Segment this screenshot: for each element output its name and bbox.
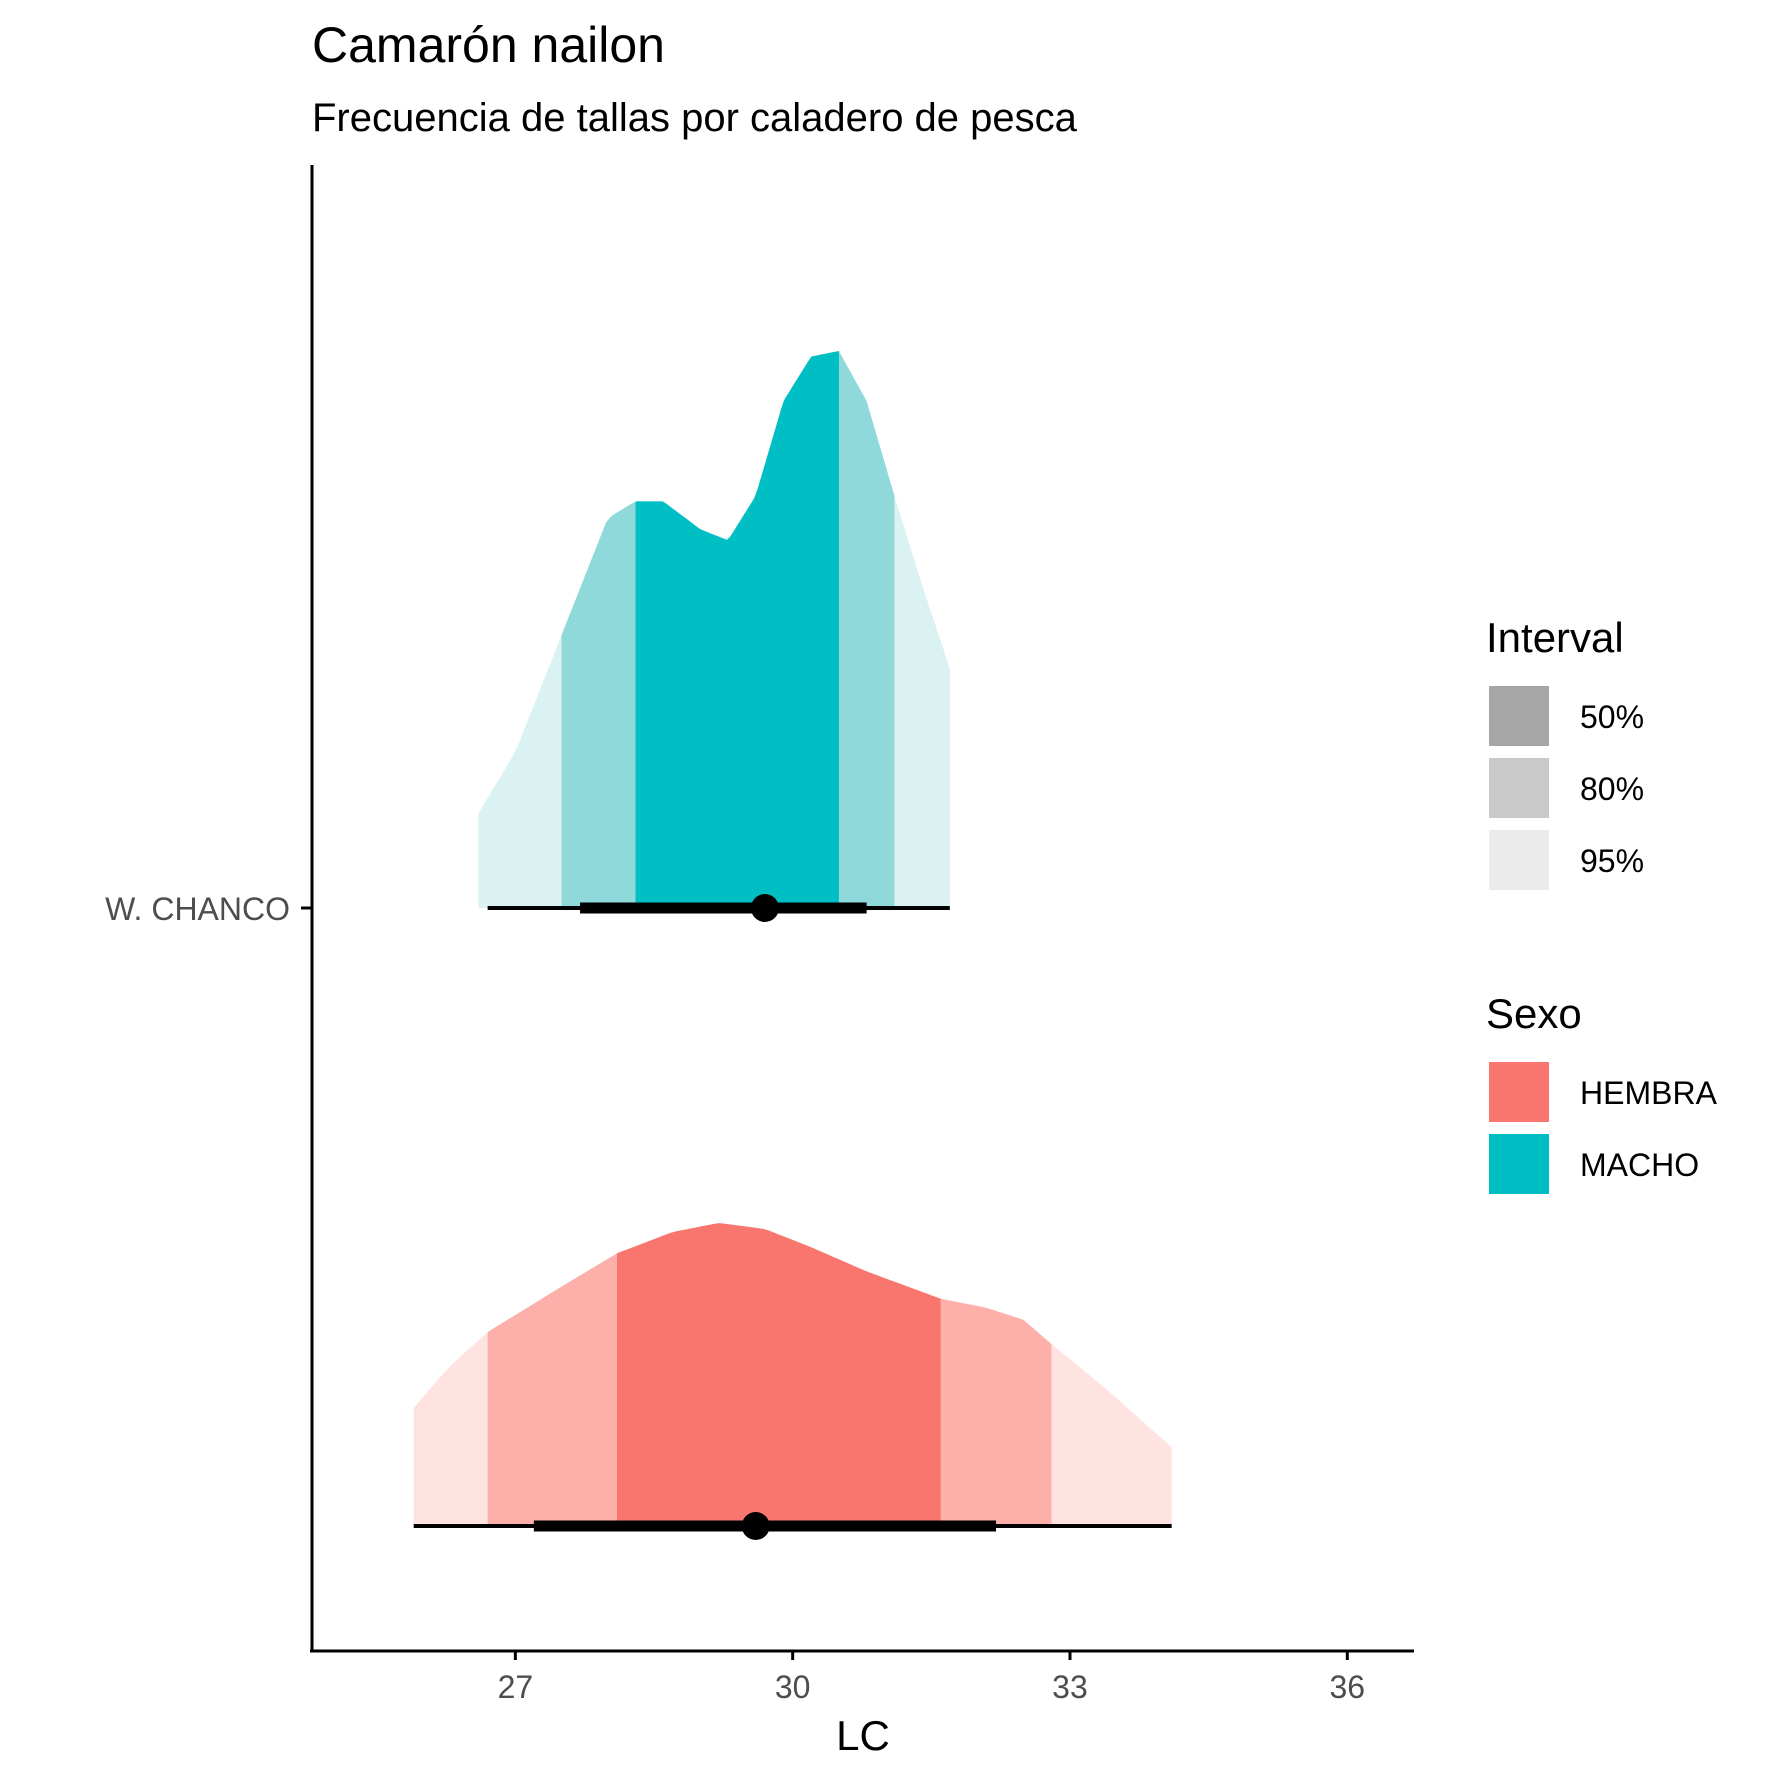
legend-sexo-title: Sexo [1486, 990, 1582, 1037]
legend-sexo-swatch [1489, 1062, 1549, 1122]
legend-sexo-label: HEMBRA [1580, 1075, 1718, 1111]
legend-interval-label: 80% [1580, 771, 1644, 807]
x-tick-label: 27 [498, 1669, 534, 1705]
legend-interval-label: 95% [1580, 843, 1644, 879]
legend-interval-swatch [1489, 686, 1549, 746]
legend-sexo-swatch [1489, 1134, 1549, 1194]
chart-subtitle: Frecuencia de tallas por caladero de pes… [312, 96, 1078, 140]
plot-area [413, 351, 1172, 1540]
hembra-group [413, 1223, 1172, 1540]
legend-interval-swatch [1489, 758, 1549, 818]
legend-interval-swatch [1489, 830, 1549, 890]
hembra-interval-50-area [617, 1223, 941, 1526]
x-axis-title: LC [836, 1712, 890, 1759]
legend-sexo-label: MACHO [1580, 1147, 1699, 1183]
legend: Interval 50% 80% 95% Sexo HEMBRA MACHO [1486, 614, 1718, 1194]
macho-median-point [750, 894, 779, 922]
x-tick-label: 33 [1052, 1669, 1088, 1705]
x-tick-label: 30 [775, 1669, 811, 1705]
chart-title: Camarón nailon [312, 17, 665, 73]
hembra-median-point [741, 1512, 770, 1540]
x-axis-ticks: 27 30 33 36 [498, 1651, 1365, 1705]
y-tick-label: W. CHANCO [105, 891, 290, 927]
macho-interval-50-area [635, 351, 839, 908]
legend-interval-title: Interval [1486, 614, 1624, 661]
legend-interval-label: 50% [1580, 699, 1644, 735]
macho-group [478, 351, 950, 922]
x-tick-label: 36 [1329, 1669, 1365, 1705]
y-axis-ticks: W. CHANCO [105, 891, 312, 927]
